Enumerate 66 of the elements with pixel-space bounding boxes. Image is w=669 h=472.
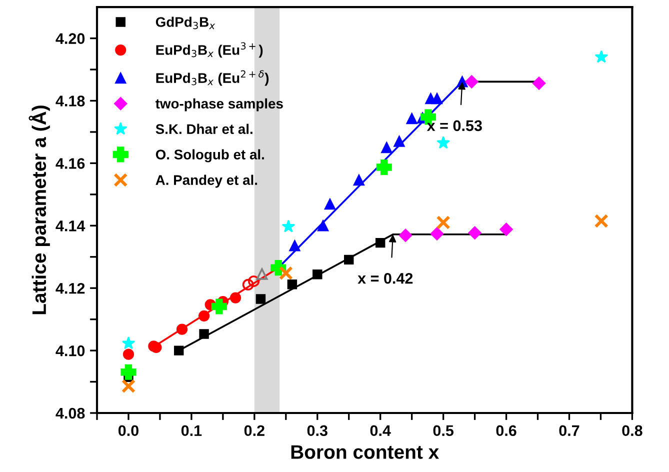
- point: [594, 214, 608, 228]
- annotation: x = 0.53: [426, 120, 482, 132]
- y-tick-label: 4.08: [56, 408, 85, 419]
- point: [174, 346, 184, 356]
- y-tick-label: 4.14: [56, 220, 86, 232]
- point: [121, 379, 136, 394]
- point: [278, 266, 293, 280]
- point: [381, 142, 392, 154]
- legend-label: EuPd$_{3}$B$_{x}$ (Eu$^{3+}$): [156, 42, 263, 58]
- point: [500, 222, 513, 236]
- point: [242, 278, 254, 290]
- point: [406, 112, 418, 124]
- x-tick-label: 0.4: [370, 425, 391, 436]
- point: [282, 220, 296, 232]
- point: [398, 228, 412, 242]
- point: [120, 364, 136, 380]
- y-axis-title: Lattice parameter a (Å): [28, 106, 50, 314]
- point: [436, 215, 450, 230]
- point: [465, 75, 478, 88]
- point: [324, 198, 336, 210]
- x-tick-label: 0.2: [244, 425, 264, 436]
- point: [436, 136, 450, 149]
- y-tick-label: 4.20: [56, 33, 85, 44]
- x-tick-label: 0.6: [496, 425, 516, 436]
- x-tick-label: 0.0: [118, 425, 138, 436]
- x-tick-label: 0.7: [559, 425, 580, 436]
- x-tick-label: 0.8: [622, 425, 642, 436]
- point: [230, 292, 242, 304]
- point: [256, 268, 268, 280]
- legend-label: S.K. Dhar et al.: [156, 124, 252, 134]
- legend-label: GdPd$_{3}$B$_{x}$: [156, 16, 216, 30]
- y-tick-label: 4.16: [56, 158, 85, 169]
- legend-label: O. Sologub et al.: [156, 149, 264, 162]
- y-tick-label: 4.18: [56, 96, 85, 106]
- point: [394, 136, 405, 147]
- y-tick-label: 4.10: [56, 345, 85, 356]
- point: [312, 270, 322, 280]
- point: [317, 220, 329, 232]
- x-tick-label: 0.1: [181, 425, 202, 436]
- legend-label: EuPd$_{3}$B$_{x}$ (Eu$^{2+δ}$): [156, 70, 269, 86]
- point: [198, 310, 210, 322]
- point: [532, 76, 546, 90]
- point: [468, 226, 482, 240]
- point: [376, 159, 392, 176]
- annotation: x = 0.42: [358, 272, 413, 284]
- legend-label: two-phase samples: [156, 98, 283, 112]
- x-tick-label: 0.3: [307, 425, 328, 436]
- point: [122, 348, 134, 360]
- y-tick-label: 4.12: [56, 282, 85, 294]
- point: [122, 336, 136, 350]
- point: [289, 240, 300, 252]
- point: [199, 329, 209, 339]
- point: [248, 275, 260, 287]
- x-axis-title: Boron content x: [291, 445, 440, 459]
- point: [176, 324, 188, 335]
- point: [431, 93, 443, 104]
- legend-label: A. Pandey et al.: [156, 174, 258, 188]
- point: [211, 298, 227, 314]
- point: [287, 279, 298, 290]
- point: [594, 50, 608, 63]
- point: [375, 238, 386, 248]
- point: [353, 174, 364, 186]
- point: [344, 254, 354, 265]
- x-tick-label: 0.5: [433, 425, 454, 436]
- point: [430, 227, 444, 240]
- point: [256, 294, 266, 304]
